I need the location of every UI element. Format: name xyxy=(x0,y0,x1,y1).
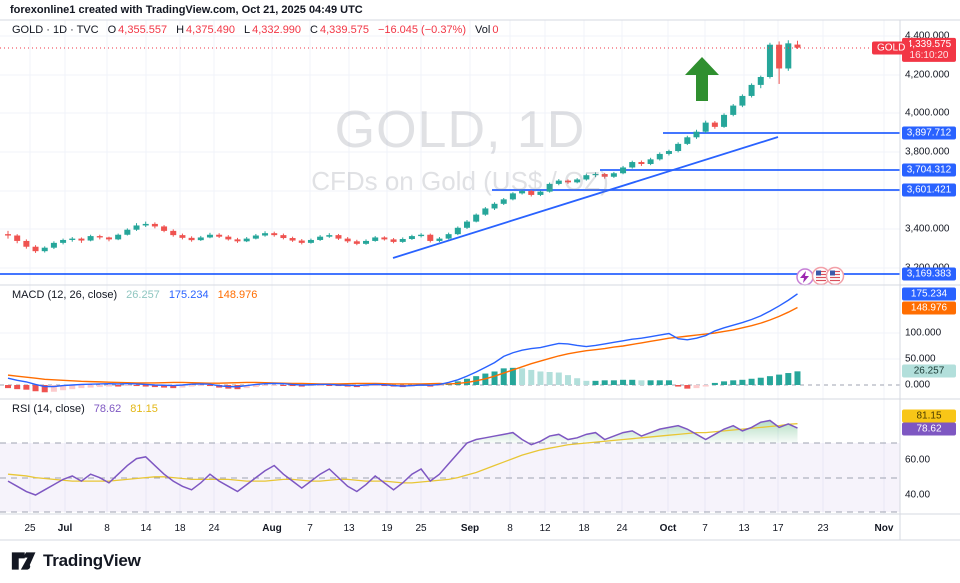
time-axis-label: 7 xyxy=(702,523,708,534)
up-arrow-drawing xyxy=(685,57,719,101)
symbol-legend-item: 4,339.575 xyxy=(320,24,369,36)
time-axis-label: Jul xyxy=(57,523,73,534)
last-price-countdown: 16:10:20 xyxy=(909,49,949,61)
symbol-legend-item: 4,355.557 xyxy=(118,24,168,36)
price-axis-badge: 3,704.312 xyxy=(902,163,956,177)
time-axis-label: 19 xyxy=(381,523,393,534)
time-axis-label: 23 xyxy=(817,523,829,534)
time-axis-label: 17 xyxy=(772,523,784,534)
rsi-overbought-fill xyxy=(8,420,798,443)
price-axis-badge: 78.62 xyxy=(902,422,956,436)
time-axis-label: Oct xyxy=(659,523,677,534)
time-axis-label: 18 xyxy=(578,523,590,534)
time-axis-label: 13 xyxy=(343,523,355,534)
time-axis-label: 8 xyxy=(104,523,110,534)
time-axis-label: 25 xyxy=(24,523,36,534)
price-axis-label: 3,400.000 xyxy=(905,223,950,235)
time-axis-label: 13 xyxy=(738,523,750,534)
event-markers xyxy=(796,266,845,286)
macd-main-line xyxy=(7,293,798,388)
pane-dividers xyxy=(0,19,960,541)
symbol-legend-item: −16.045 (−0.37%) xyxy=(377,24,467,36)
rsi-legend-item: 78.62 xyxy=(93,403,122,415)
price-axis-badge: 3,169.383 xyxy=(902,267,956,281)
symbol-legend-item: 4,375.490 xyxy=(186,24,235,36)
price-axis-label: 50.000 xyxy=(905,353,936,365)
symbol-price-label: GOLD xyxy=(872,41,911,55)
macd-legend-item: 148.976 xyxy=(217,289,258,301)
symbol-legend-item: C xyxy=(310,24,318,36)
rsi-band xyxy=(0,442,900,513)
macd-signal-line xyxy=(7,306,798,385)
symbol-legend-item: GOLD · 1D · TVC xyxy=(12,24,99,36)
time-axis-label: Sep xyxy=(460,523,480,534)
attribution-text: forexonline1 created with TradingView.co… xyxy=(10,4,363,16)
bottom-bar: TradingView xyxy=(0,541,960,583)
tradingview-logo[interactable]: TradingView xyxy=(10,549,141,573)
price-axis-badge: 81.15 xyxy=(902,409,956,423)
price-axis-badge: 148.976 xyxy=(902,301,956,315)
rsi-legend-item: RSI (14, close) xyxy=(12,403,85,415)
tradingview-logo-icon xyxy=(11,552,36,570)
grid-main-horizontal xyxy=(0,35,900,269)
price-axis-badge: 175.234 xyxy=(902,287,956,301)
grid-vertical xyxy=(29,20,885,514)
price-axis-label: 40.00 xyxy=(905,489,931,501)
macd-legend[interactable]: MACD (12, 26, close) 26.257 175.234 148.976 xyxy=(12,289,266,301)
time-axis-label: Nov xyxy=(874,523,894,534)
price-axis-label: 100.000 xyxy=(905,327,942,339)
symbol-legend[interactable]: GOLD · 1D · TVC O 4,355.557 H 4,375.490 L 4,33… xyxy=(12,24,507,36)
price-axis-badge: 3,897.712 xyxy=(902,126,956,140)
rsi-legend[interactable]: RSI (14, close) 78.62 81.15 xyxy=(12,403,167,415)
price-axis-label: 4,200.000 xyxy=(905,69,950,81)
price-axis-label: 3,800.000 xyxy=(905,146,950,158)
symbol-legend-item: 0 xyxy=(492,24,499,36)
symbol-legend-item: 4,332.990 xyxy=(252,24,302,36)
macd-histogram xyxy=(5,367,801,393)
last-price-value: 4,339.575 xyxy=(906,38,952,50)
price-axis-badge: 26.257 xyxy=(902,364,956,378)
rsi-legend-item: 81.15 xyxy=(130,403,158,415)
price-axis-label: 0.000 xyxy=(905,379,931,391)
price-axis-label: 60.00 xyxy=(905,454,931,466)
symbol-legend-item: Vol xyxy=(475,24,491,36)
trend-drawings xyxy=(0,132,900,275)
macd-legend-item: 175.234 xyxy=(168,289,209,301)
time-axis-label: 18 xyxy=(174,523,186,534)
macd-legend-item: 26.257 xyxy=(126,289,160,301)
symbol-legend-item: L xyxy=(243,24,251,36)
tradingview-logo-text: TradingView xyxy=(43,551,141,570)
grid-macd-horizontal xyxy=(0,332,900,360)
last-price-badge: 4,339.575 16:10:20 xyxy=(902,37,956,62)
price-axis-badge: 3,601.421 xyxy=(902,183,956,197)
time-axis-label: 14 xyxy=(140,523,152,534)
candlestick-series xyxy=(5,40,801,253)
time-axis-label: Aug xyxy=(262,523,282,534)
time-axis-label: 24 xyxy=(616,523,628,534)
us-flag-event-icon[interactable] xyxy=(825,266,845,286)
macd-legend-item: MACD (12, 26, close) xyxy=(12,289,118,301)
price-axis-label: 4,400.000 xyxy=(905,30,950,42)
price-axis-label: 4,000.000 xyxy=(905,107,950,119)
rsi-line xyxy=(7,419,798,496)
symbol-legend-item: O xyxy=(107,24,117,36)
time-axis-label: 8 xyxy=(507,523,513,534)
time-axis-label: 25 xyxy=(415,523,427,534)
time-axis-label: 7 xyxy=(307,523,313,534)
time-axis-label: 24 xyxy=(208,523,220,534)
symbol-legend-item: H xyxy=(176,24,185,36)
time-axis-label: 12 xyxy=(539,523,551,534)
